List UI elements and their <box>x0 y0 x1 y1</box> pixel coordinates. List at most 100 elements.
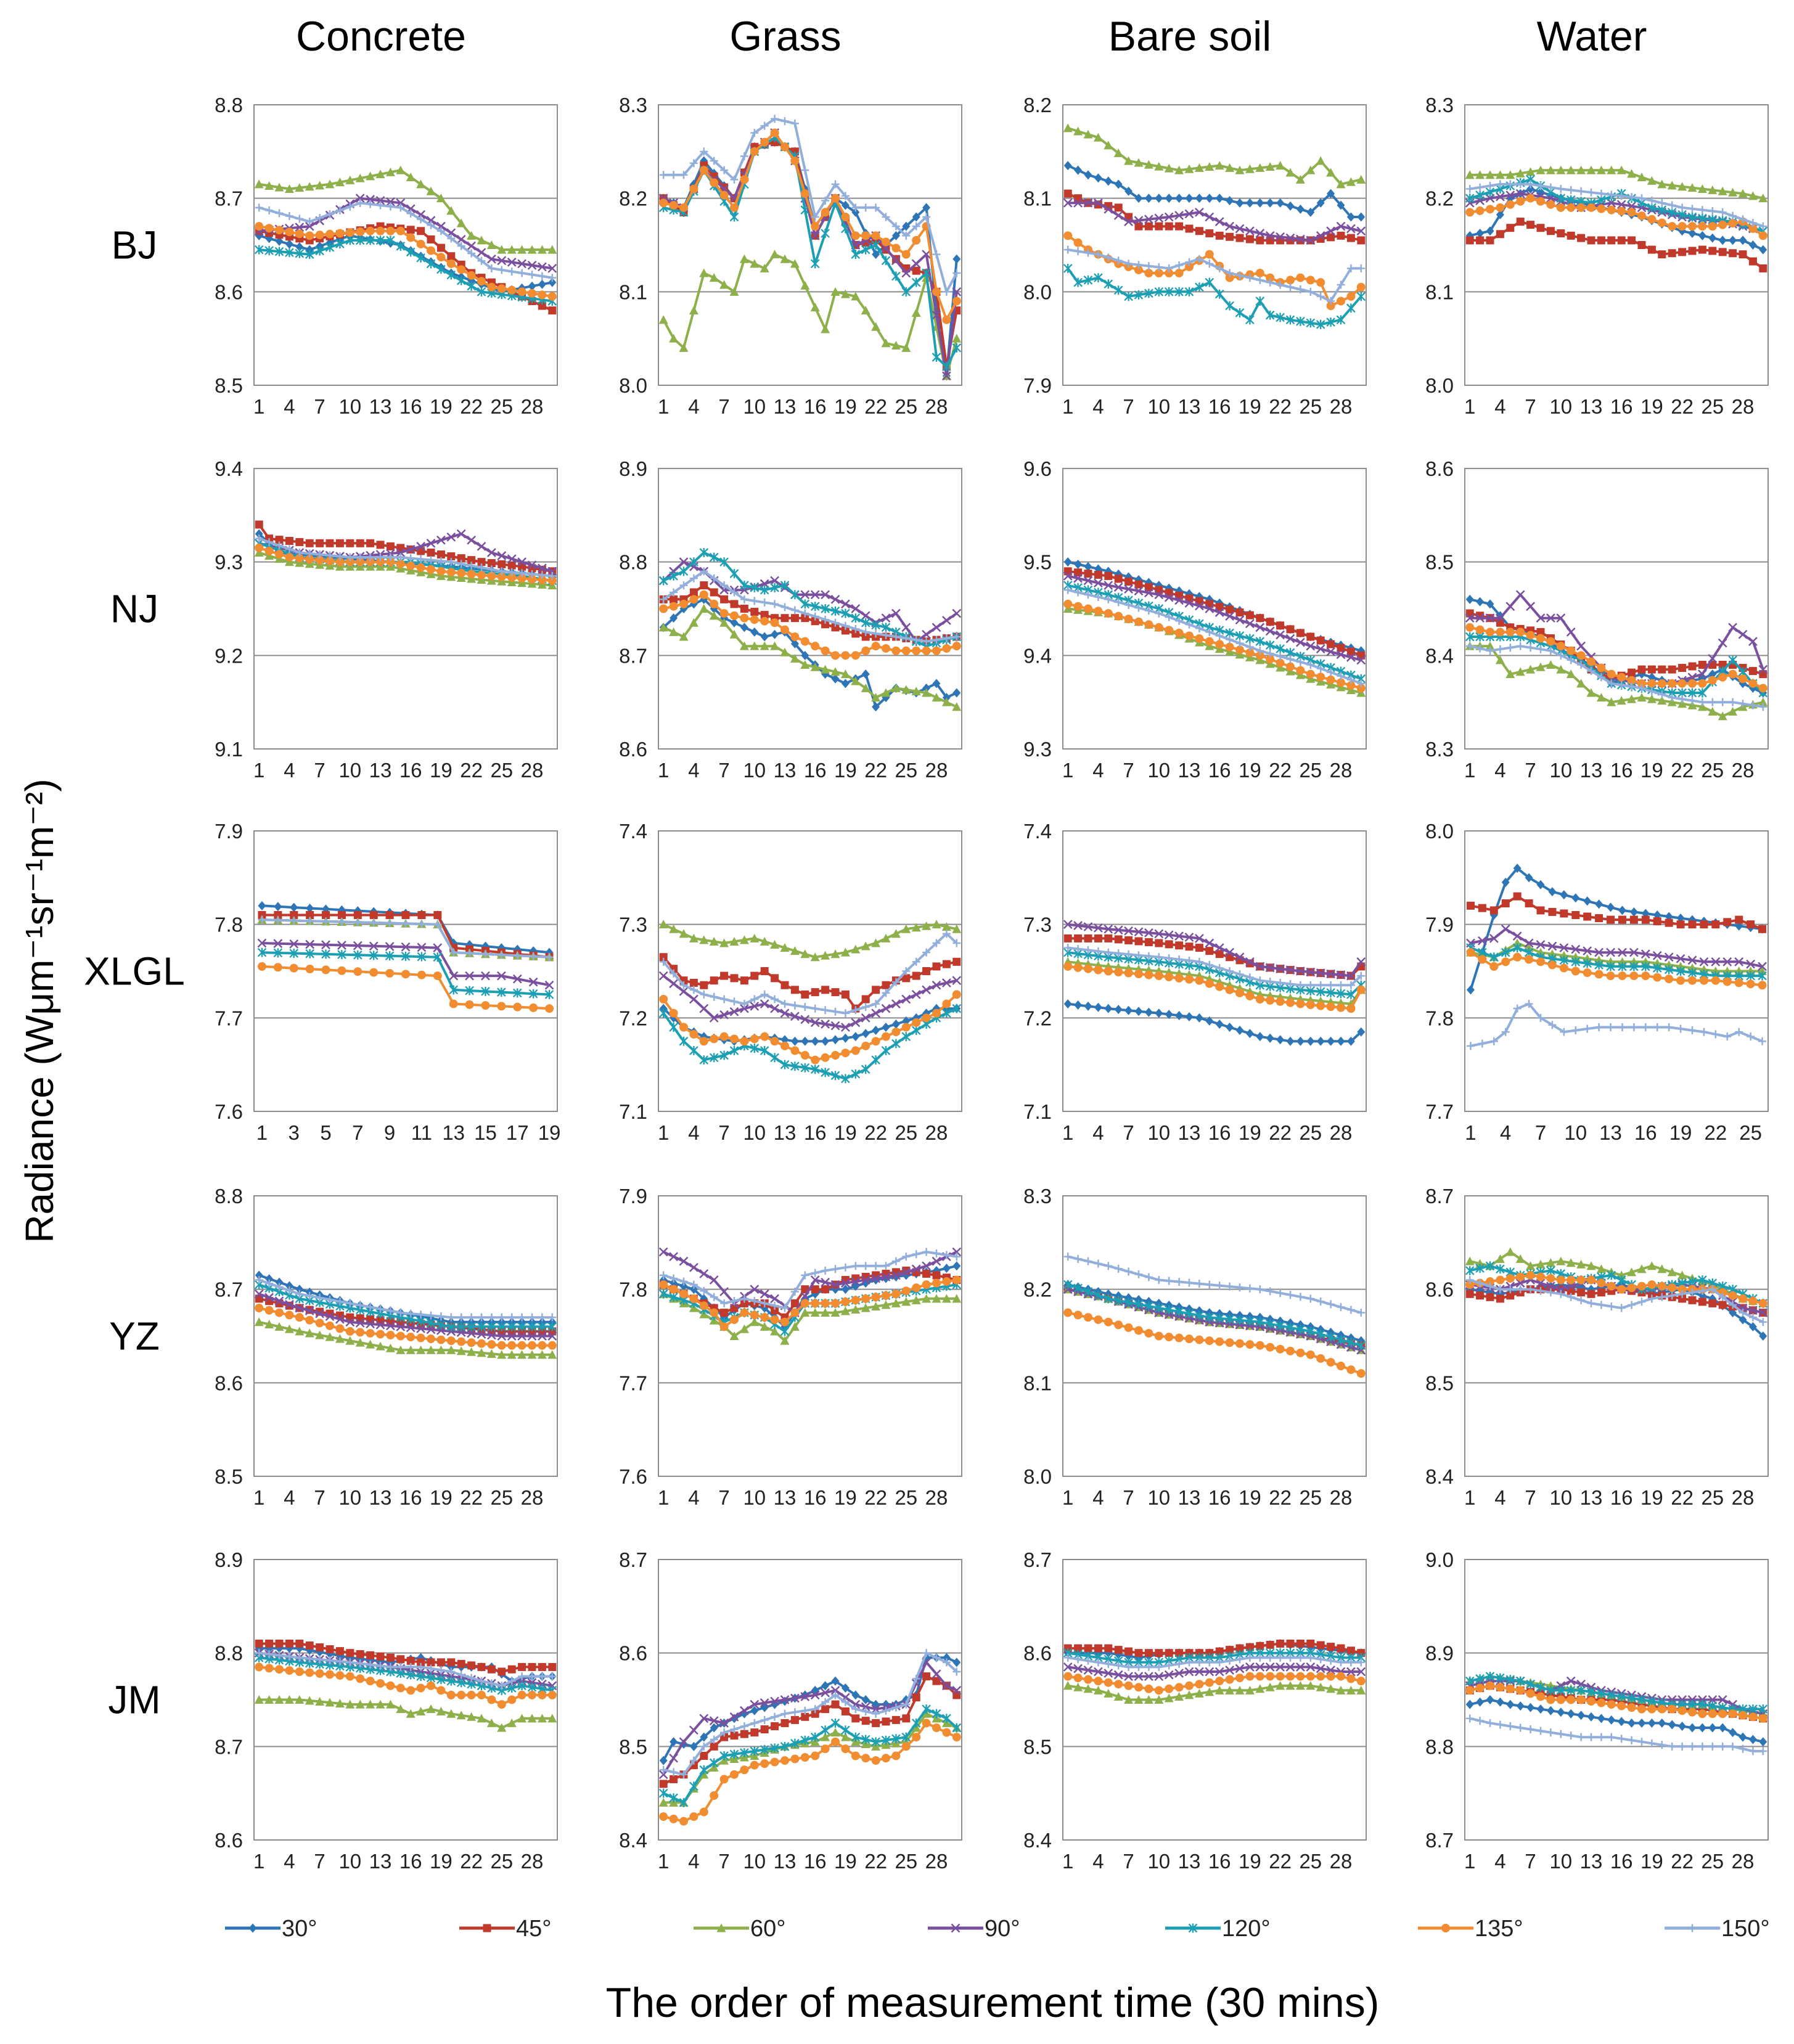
data-point <box>1657 1282 1666 1291</box>
data-point <box>1185 1681 1194 1690</box>
data-point <box>770 1315 779 1324</box>
data-point <box>446 1690 456 1699</box>
data-point <box>1515 189 1525 198</box>
x-tick-label: 1 <box>1062 759 1073 782</box>
x-tick-label: 7 <box>1123 759 1134 782</box>
data-point <box>1698 679 1707 688</box>
data-point <box>1134 1649 1143 1658</box>
data-point <box>1245 315 1255 325</box>
x-tick-label: 10 <box>338 759 361 782</box>
data-point <box>1144 1328 1153 1338</box>
data-point <box>952 269 961 277</box>
y-tick-label: 7.2 <box>1023 1007 1052 1029</box>
data-point <box>427 1335 435 1344</box>
data-point <box>882 1291 890 1300</box>
x-tick-label: 13 <box>1580 759 1603 782</box>
x-tick-label: 28 <box>925 1121 948 1144</box>
data-point <box>1496 192 1505 202</box>
data-point <box>871 693 881 702</box>
data-point <box>406 209 415 218</box>
x-tick-label: 10 <box>1147 1486 1170 1509</box>
x-tick-label: 4 <box>1092 1850 1104 1873</box>
x-tick-label: 16 <box>804 1850 827 1873</box>
data-point <box>548 306 557 315</box>
data-point <box>426 186 436 195</box>
data-point <box>446 1336 456 1346</box>
data-point <box>274 902 282 912</box>
x-tick-label: 16 <box>1208 395 1231 418</box>
panel-jm-water: 8.78.88.99.01 4 7 10 13 16 19 22 25 28 <box>1425 1548 1769 1873</box>
y-tick-label: 7.4 <box>619 820 647 843</box>
data-point <box>1063 1308 1073 1317</box>
data-point <box>730 1034 739 1044</box>
data-point <box>1546 660 1555 669</box>
data-point <box>1516 642 1525 650</box>
x-tick-label: 1 <box>658 395 669 418</box>
data-point <box>1515 667 1525 676</box>
data-point <box>669 1008 678 1018</box>
data-point <box>932 353 941 362</box>
data-point <box>1134 603 1143 612</box>
legend-label: 135° <box>1475 1916 1523 1942</box>
data-point <box>780 1317 789 1327</box>
data-point <box>1607 915 1615 924</box>
data-point <box>1165 1333 1174 1342</box>
data-point <box>416 1333 425 1343</box>
data-point <box>729 629 739 639</box>
data-point <box>760 632 769 642</box>
x-tick-label: 16 <box>399 759 422 782</box>
data-point <box>528 574 536 584</box>
data-point <box>255 543 264 552</box>
data-point <box>1668 665 1676 674</box>
data-point <box>1144 222 1153 231</box>
data-point <box>1134 580 1143 589</box>
data-point <box>264 246 274 256</box>
x-tick-label: 16 <box>1208 1850 1231 1873</box>
data-point <box>1154 287 1164 296</box>
data-point <box>1063 231 1073 240</box>
data-point <box>1576 165 1586 174</box>
data-point <box>1688 1707 1697 1717</box>
data-point <box>264 1664 274 1673</box>
y-tick-label: 8.0 <box>1023 280 1052 303</box>
data-point <box>326 1321 334 1330</box>
x-tick-label: 10 <box>1147 395 1170 418</box>
data-point <box>486 576 496 585</box>
data-point <box>1225 163 1235 172</box>
y-tick-label: 9.3 <box>215 551 243 574</box>
data-point <box>255 520 263 529</box>
data-point <box>871 1756 880 1765</box>
data-point <box>679 557 689 567</box>
data-point <box>1516 218 1525 226</box>
data-point <box>1668 222 1677 231</box>
data-point <box>386 202 395 211</box>
x-tick-label: 1 <box>658 759 669 782</box>
data-point <box>1526 1270 1535 1280</box>
data-point <box>426 569 436 578</box>
data-point <box>375 235 385 245</box>
series-135 <box>1465 194 1767 240</box>
data-point <box>1316 198 1325 208</box>
legend: 30° 45° 60° 90° 120° 135° 150° <box>225 1916 1770 1942</box>
data-point <box>1678 664 1687 672</box>
data-point <box>537 579 547 589</box>
data-point <box>1475 206 1485 215</box>
data-point <box>872 702 880 712</box>
data-point <box>353 967 362 976</box>
data-point <box>861 306 870 315</box>
data-point <box>1356 226 1366 236</box>
data-point <box>254 179 264 189</box>
data-point <box>305 965 314 974</box>
data-point <box>1255 637 1265 647</box>
data-point <box>548 571 557 580</box>
data-point <box>800 205 810 215</box>
data-point <box>891 1715 900 1724</box>
data-point <box>1266 273 1275 282</box>
data-point <box>1255 269 1264 277</box>
data-point <box>507 1695 517 1704</box>
data-point <box>1485 641 1495 650</box>
data-point <box>1265 231 1275 240</box>
data-point <box>740 595 748 603</box>
data-point <box>467 535 476 545</box>
data-point <box>375 170 385 179</box>
